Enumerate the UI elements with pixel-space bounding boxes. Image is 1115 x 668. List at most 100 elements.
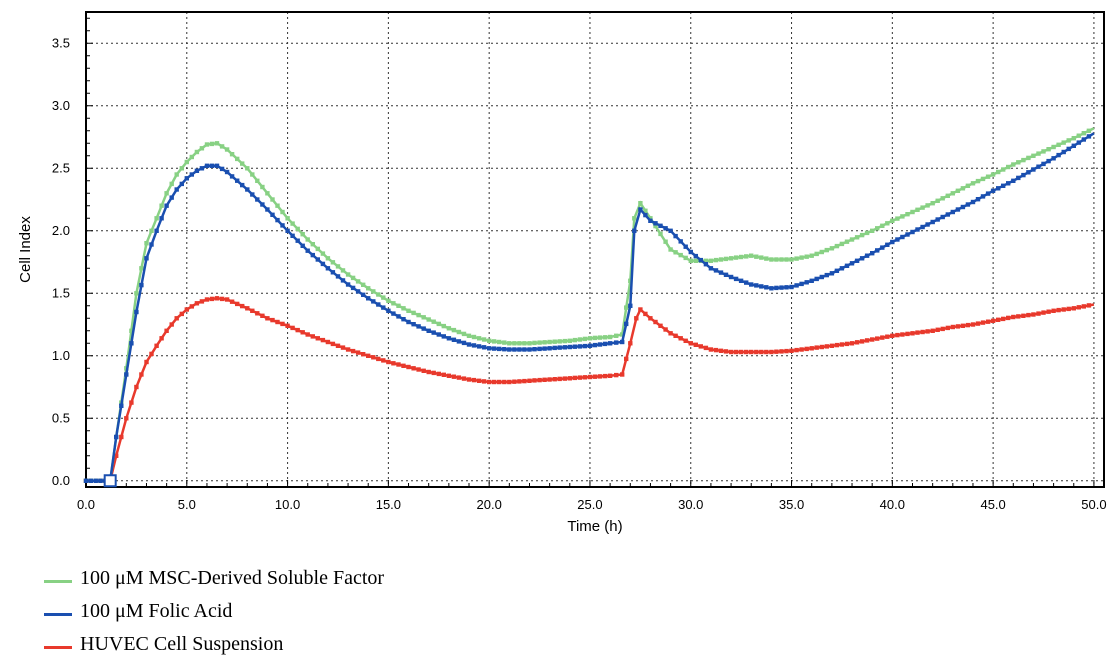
data-point [668,228,673,233]
data-point [829,343,835,348]
start-marker [103,474,117,488]
data-point [300,232,305,237]
data-point [624,321,629,327]
data-point [955,188,961,193]
data-point [885,334,890,339]
data-point [411,366,416,371]
data-point [229,152,235,157]
data-point [733,276,739,282]
data-point [975,321,981,326]
data-point [614,372,619,378]
data-point [784,348,789,354]
data-point [1041,161,1046,167]
data-point [688,258,693,263]
data-point [970,199,976,205]
data-point [683,255,688,261]
data-point [643,208,648,213]
data-point [436,321,441,327]
data-point [996,186,1001,191]
data-point [436,371,441,377]
data-point [849,261,855,266]
data-point [129,341,134,346]
data-point [517,347,522,352]
data-point [784,257,789,262]
data-point [567,338,572,343]
data-point [154,216,159,221]
data-point [114,453,119,458]
data-point [441,323,446,329]
data-point [1086,134,1092,139]
legend: 100 μM MSC-Derived Soluble Factor 100 μM… [44,562,384,661]
data-point [1006,181,1011,186]
data-point [1016,160,1021,165]
data-point [134,384,139,390]
data-point [759,255,764,260]
data-point [250,172,255,177]
data-point [567,376,572,381]
data-point [870,337,875,342]
data-point [406,364,411,370]
data-point [340,268,346,273]
data-point [1081,304,1086,309]
data-point [1021,157,1026,163]
data-point [199,146,205,151]
data-point [890,239,895,245]
data-point [275,203,280,208]
data-point [114,434,119,440]
data-point [466,377,472,382]
data-point [658,223,663,228]
data-point [799,347,804,352]
data-point [854,258,860,263]
data-point [416,367,421,372]
data-point [1041,149,1046,154]
legend-item-huvec: HUVEC Cell Suspension [44,628,384,661]
data-point [214,163,220,168]
y-tick-label: 2.0 [52,223,70,238]
data-point [219,144,225,149]
data-point [965,183,971,188]
data-point [789,348,794,353]
data-point [723,256,729,262]
data-point [779,257,784,262]
data-point [275,319,280,325]
data-point [572,375,577,381]
data-point [532,378,537,383]
data-point [527,341,532,346]
data-point [270,197,275,202]
data-point [88,478,93,483]
data-point [985,191,991,196]
data-point [799,281,804,287]
data-point [975,197,981,202]
data-point [189,172,194,177]
data-point [915,207,920,212]
data-point [620,332,625,337]
data-point [492,379,497,385]
data-point [738,278,744,283]
x-tick-label: 25.0 [577,497,602,512]
data-point [718,348,724,353]
data-point [980,194,986,199]
data-point [199,166,205,171]
data-point [315,246,320,252]
data-point [401,306,406,311]
data-point [718,270,724,275]
data-point [325,339,331,345]
data-point [602,335,608,340]
data-point [406,308,411,313]
data-point [1056,142,1061,147]
data-point [461,331,467,337]
data-point [784,285,789,290]
data-point [985,174,991,179]
data-point [507,379,512,385]
data-point [310,334,315,339]
data-point [406,319,411,325]
data-point [814,345,819,350]
data-point [779,349,784,354]
data-point [446,326,452,331]
data-point [345,272,351,277]
data-point [1076,305,1081,310]
data-point [149,228,154,233]
data-point [320,251,326,256]
data-point [345,347,351,352]
data-point [426,328,431,333]
